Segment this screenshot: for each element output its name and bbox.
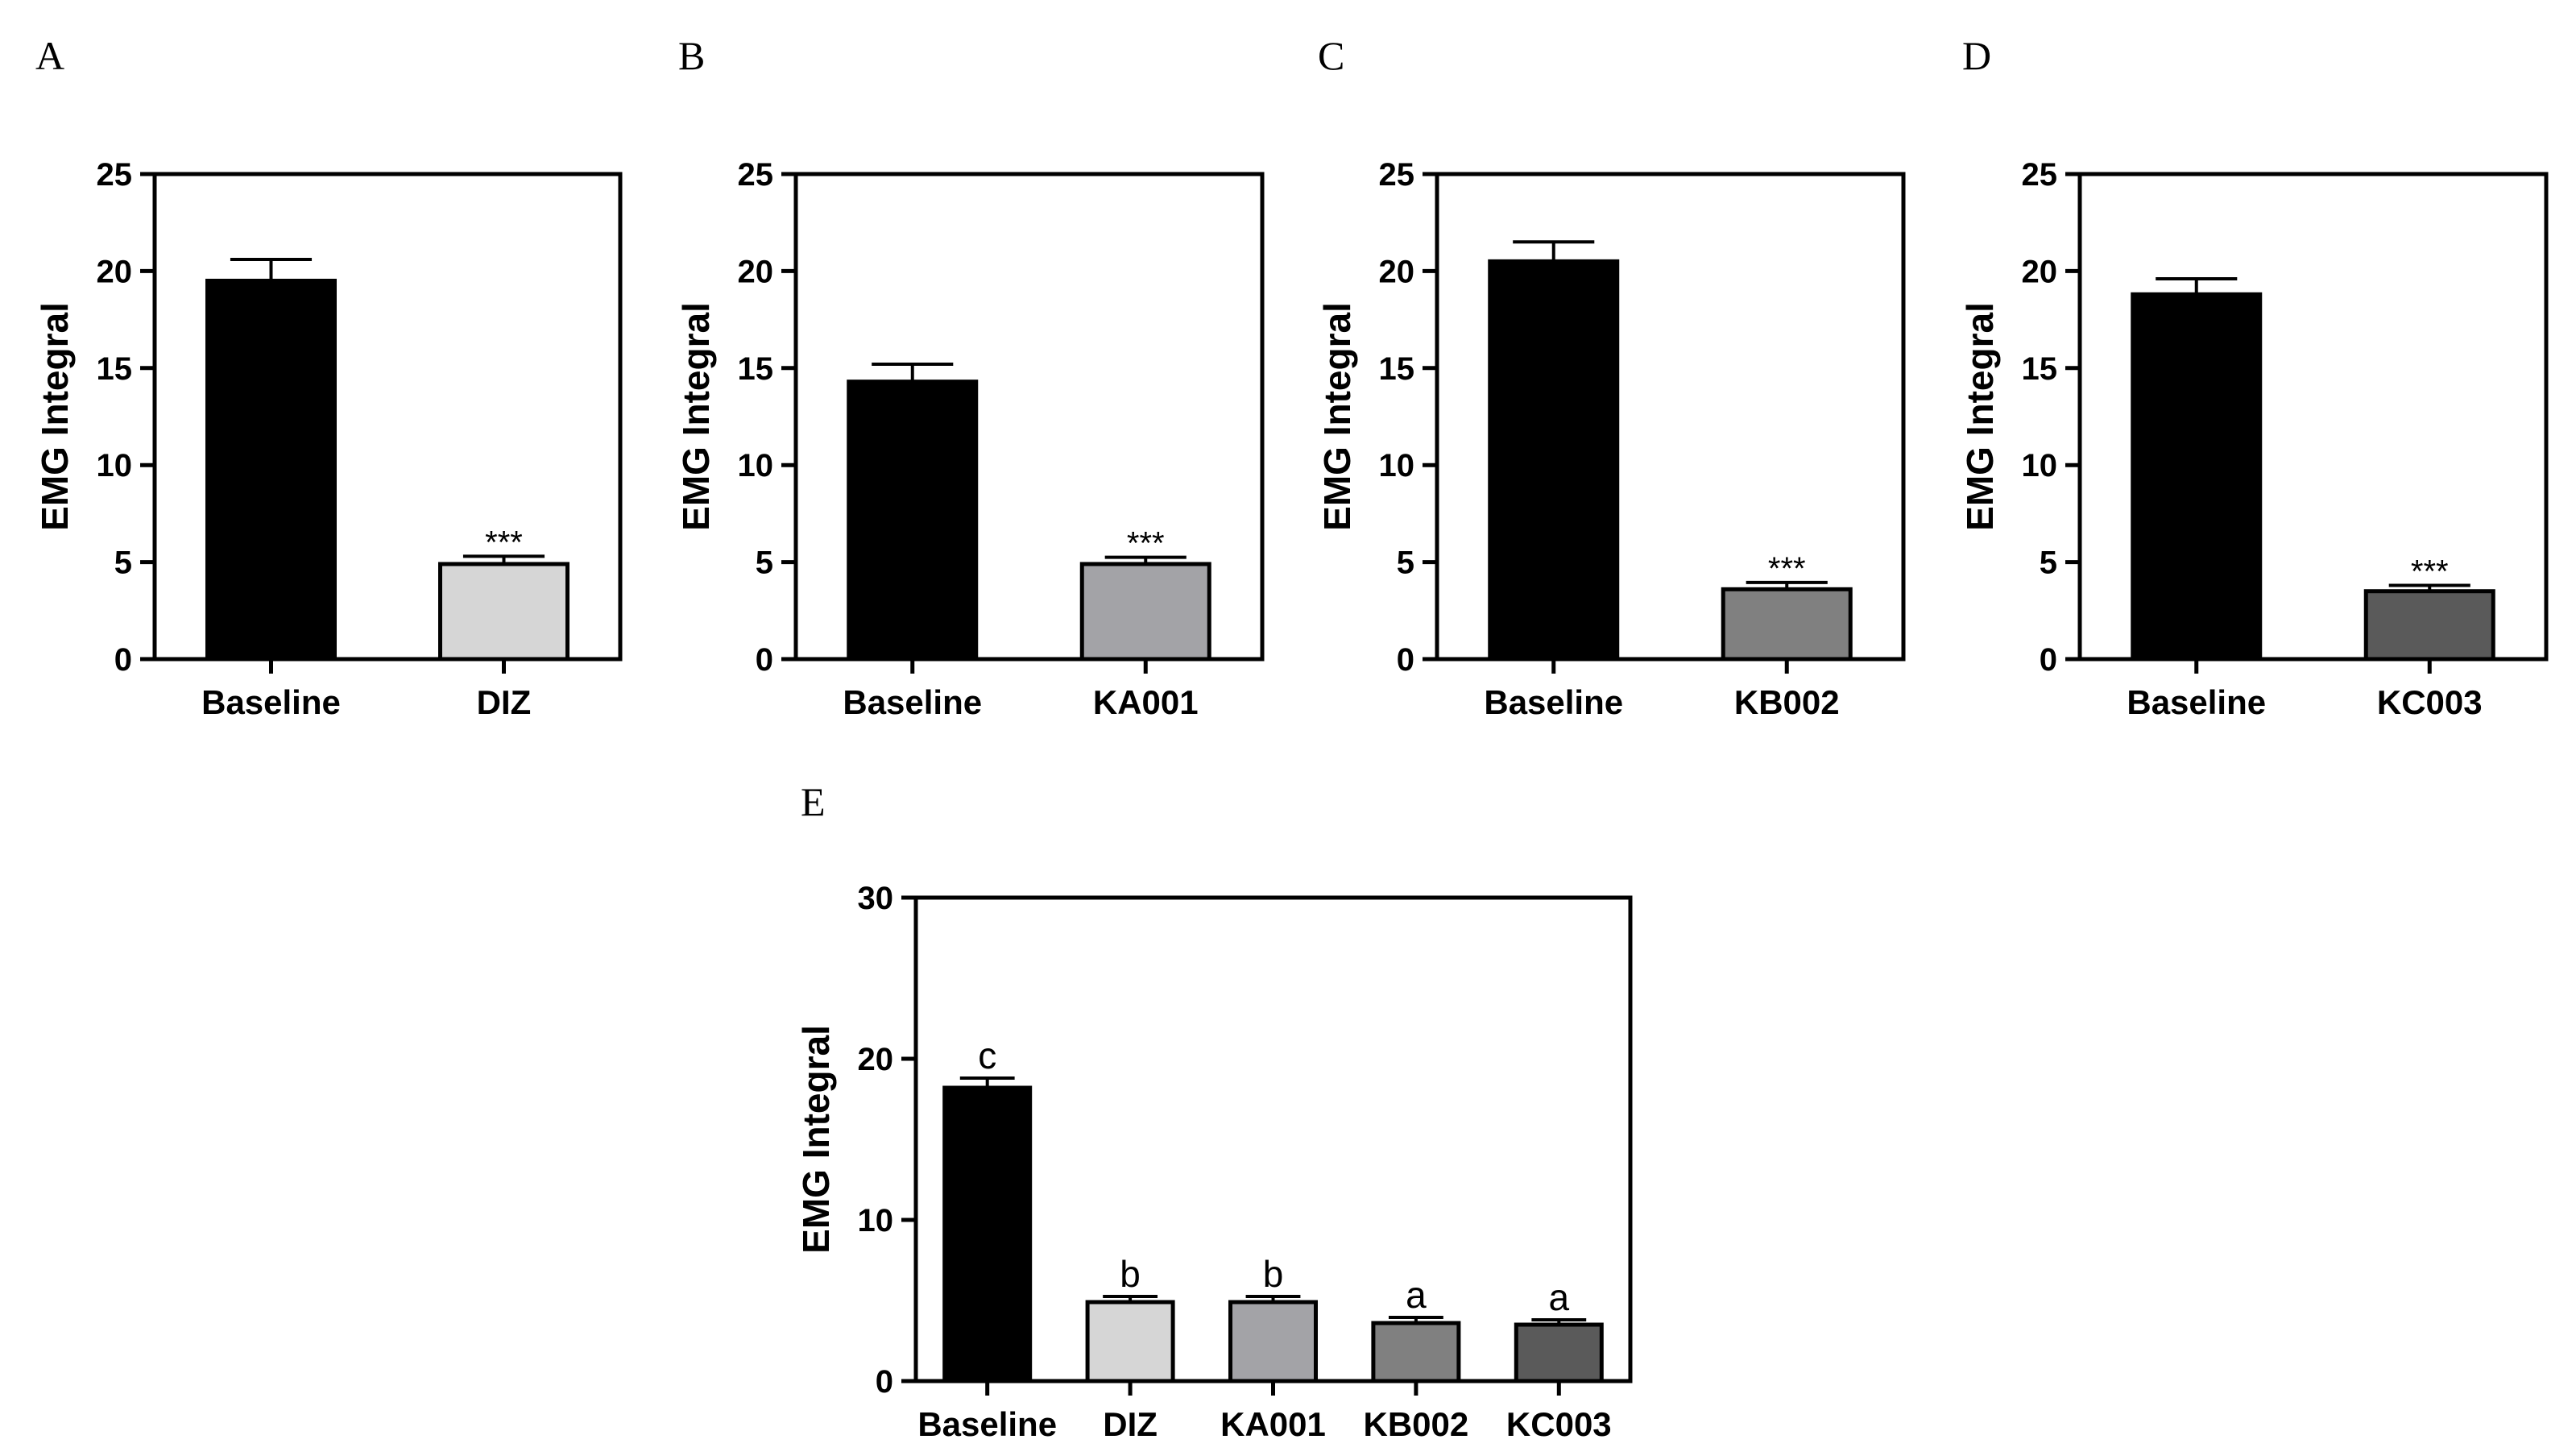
bar-baseline [2131,292,2263,662]
x-tick-label: KA001 [1093,683,1199,721]
y-tick-label: 25 [1379,157,1415,193]
bar-baseline [847,380,979,662]
y-tick-label: 10 [2022,448,2058,483]
y-tick-label: 25 [738,157,774,193]
panel-a: A Baseline *** DIZ 0 5 10 15 20 25 EMG Integral [34,33,623,721]
y-tick-label: 25 [2022,157,2058,193]
significance-label: *** [1768,551,1806,587]
bar-diz [438,562,569,662]
plot-frame [913,895,1633,1383]
x-tick-label: KB002 [1364,1405,1469,1443]
plot-frame [793,172,1265,662]
x-tick-label: DIZ [477,683,532,721]
y-tick-label: 10 [858,1203,894,1238]
y-tick-label: 0 [114,642,132,678]
y-axis-title: EMG Integral [1316,302,1358,531]
y-tick-label: 10 [97,448,133,483]
y-axis-title: EMG Integral [795,1025,837,1254]
y-tick-label: 0 [756,642,773,678]
significance-label: *** [2411,554,2449,589]
y-tick-label: 5 [1397,545,1414,581]
panel-letter: C [1318,33,1344,78]
bar-baseline [942,1085,1033,1383]
panel-b: B Baseline *** KA001 0 5 10 15 20 25 EMG Integral [675,33,1265,721]
panel-d: D Baseline *** KC003 0 5 10 15 20 25 EMG Integral [1959,33,2549,721]
x-tick-label: Baseline [843,683,982,721]
y-tick-label: 0 [2040,642,2057,678]
y-tick-label: 10 [1379,448,1415,483]
panel-letter: E [801,779,826,824]
y-tick-label: 0 [1397,642,1414,678]
x-tick-label: Baseline [917,1405,1057,1443]
x-tick-label: KC003 [2377,683,2483,721]
panel-letter: D [1962,33,1991,78]
y-tick-label: 20 [858,1042,894,1077]
y-tick-label: 20 [97,254,133,289]
bar-kb002 [1721,587,1853,662]
y-axis-title: EMG Integral [675,302,717,531]
bar-kc003 [2363,589,2495,662]
y-tick-label: 30 [858,881,894,916]
x-tick-label: Baseline [201,683,341,721]
y-tick-label: 5 [114,545,132,581]
bar-kc003 [1514,1322,1604,1383]
y-tick-label: 15 [738,351,774,387]
x-tick-label: KB002 [1734,683,1840,721]
y-tick-label: 0 [876,1364,893,1400]
significance-label: b [1120,1253,1141,1295]
panel-letter: B [678,33,705,78]
x-tick-label: DIZ [1103,1405,1158,1443]
y-tick-label: 15 [1379,351,1415,387]
significance-label: *** [485,525,523,560]
bar-ka001 [1079,562,1211,662]
y-tick-label: 20 [2022,254,2058,289]
y-axis-title: EMG Integral [1959,302,2001,531]
y-tick-label: 15 [97,351,133,387]
x-tick-label: Baseline [2127,683,2266,721]
bar-baseline [1488,259,1620,662]
y-tick-label: 5 [756,545,773,581]
y-tick-label: 25 [97,157,133,193]
x-tick-label: Baseline [1484,683,1623,721]
plot-frame [152,172,623,662]
plot-frame [2077,172,2549,662]
bar-ka001 [1228,1300,1318,1383]
x-tick-label: KC003 [1506,1405,1612,1443]
x-tick-label: KA001 [1220,1405,1326,1443]
y-axis-title: EMG Integral [34,302,76,531]
y-tick-label: 20 [738,254,774,289]
bar-baseline [205,278,337,662]
y-tick-label: 20 [1379,254,1415,289]
panel-letter: A [35,33,64,78]
significance-label: a [1549,1276,1570,1318]
panel-c: C Baseline *** KB002 0 5 10 15 20 25 EMG Integral [1316,33,1906,721]
panel-e: Ec Baseline b DIZ b KA001 a KB002 a KC003 0 10 20 30 E… [795,779,1633,1443]
y-tick-label: 5 [2040,545,2057,581]
significance-label: a [1406,1274,1427,1316]
y-tick-label: 10 [738,448,774,483]
y-tick-label: 15 [2022,351,2058,387]
significance-label: b [1263,1253,1284,1295]
bar-diz [1085,1300,1175,1383]
bar-kb002 [1371,1321,1461,1383]
plot-frame [1435,172,1906,662]
significance-label: *** [1127,526,1165,562]
significance-label: c [978,1035,996,1076]
